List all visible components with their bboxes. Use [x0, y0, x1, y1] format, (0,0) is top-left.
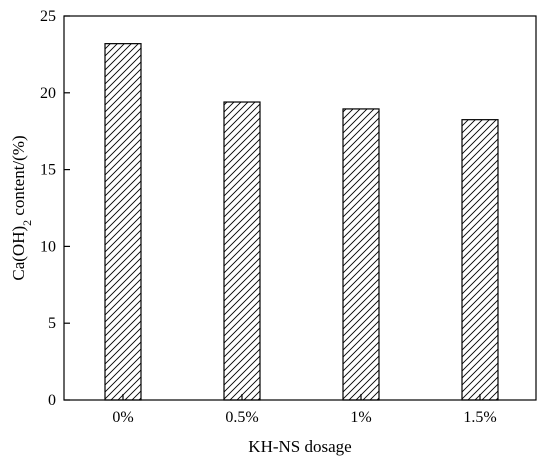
x-tick-label: 1.5%: [463, 409, 496, 426]
y-axis-title-subscript: 2: [20, 220, 34, 226]
x-tick-label: 1%: [350, 409, 371, 426]
ticks-layer: [64, 15, 481, 401]
y-tick-label: 15: [40, 162, 56, 179]
bar-0.5%: [223, 101, 261, 401]
bars-layer: [104, 43, 499, 401]
bar-1.5%: [461, 119, 499, 401]
bar-1%: [342, 108, 380, 401]
y-axis-title-prefix: Ca(OH): [9, 226, 28, 281]
y-tick-label: 25: [40, 8, 56, 25]
x-axis-title: KH-NS dosage: [248, 437, 351, 456]
y-axis-title-suffix: content/(%): [9, 135, 28, 220]
labels-layer: 0% 0.5% 1% 1.5% 0 5 10 15 20 25: [40, 8, 497, 426]
y-tick-label: 0: [48, 392, 56, 409]
plot-frame: [63, 15, 537, 401]
y-tick-label: 5: [48, 315, 56, 332]
y-tick-label: 20: [40, 85, 56, 102]
y-axis-title: Ca(OH)2 content/(%): [9, 135, 34, 280]
bar-0%: [104, 43, 142, 401]
x-tick-label: 0%: [112, 409, 133, 426]
y-tick-label: 10: [40, 238, 56, 255]
x-tick-label: 0.5%: [225, 409, 258, 426]
